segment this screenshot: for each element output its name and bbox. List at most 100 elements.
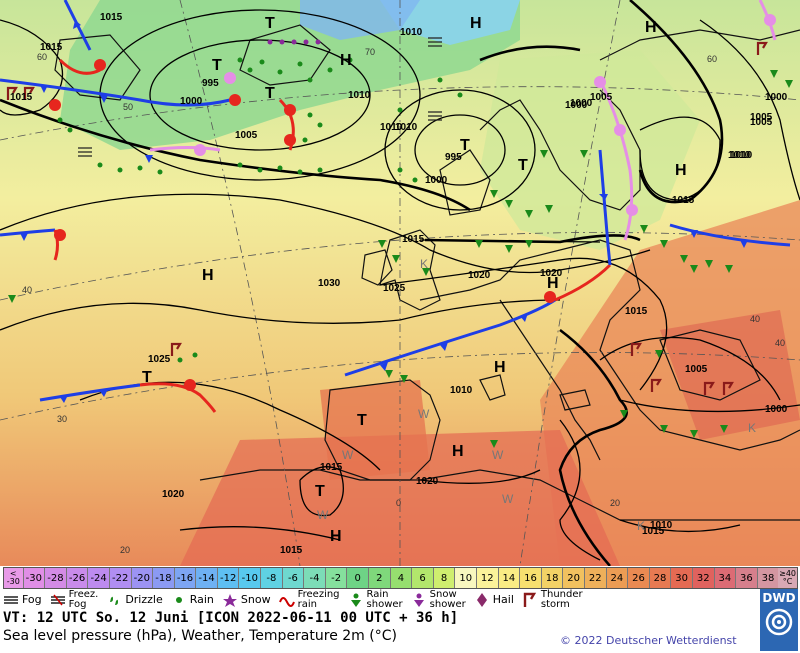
- legend-label: Fog: [22, 593, 42, 606]
- pressure-label: 1005: [235, 130, 258, 141]
- temperature-labels: 40 40 40 30 20 20 0 50 60 70 60: [22, 47, 785, 555]
- scale-cell: -2: [325, 568, 348, 588]
- low-pressure-center: T: [357, 412, 367, 429]
- pressure-label: 1025: [148, 354, 171, 365]
- warm-zone-east: [540, 200, 800, 566]
- region-mark: W: [502, 492, 514, 506]
- scale-cell: 10: [455, 568, 477, 588]
- scale-cell: 0: [347, 568, 370, 588]
- temperature-label: 70: [365, 47, 375, 57]
- weather-legend: Fog Freez. Fog Drizzle Rain Snow Freezing rain R…: [3, 589, 738, 611]
- low-pressure-center: T: [142, 369, 152, 386]
- pressure-label: 1010: [395, 122, 418, 133]
- pressure-label: 1025: [383, 283, 406, 294]
- thunderstorm-symbols: [6, 41, 768, 395]
- legend-item: Freez. Fog: [50, 590, 98, 610]
- pressure-label: 995: [202, 78, 219, 89]
- cold-front-greenland: [63, 0, 92, 51]
- fog-icon: [3, 592, 19, 608]
- low-pressure-center: T: [518, 157, 528, 174]
- temperature-label: 60: [37, 52, 47, 62]
- region-marks: K K K W W W W W: [317, 257, 756, 533]
- cold-front-atlantic: [39, 383, 141, 402]
- region-mark: W: [317, 508, 329, 522]
- legend-item: Rain shower: [348, 590, 403, 610]
- scale-cell: -18: [153, 568, 175, 588]
- temperature-label: 50: [123, 102, 133, 112]
- freezing-fog-icon: [50, 592, 66, 608]
- weather-map: 1015 1015 1015 1010 995 1000 1005 1010 1010 1000 9…: [0, 0, 800, 566]
- scale-cell: 22: [584, 568, 607, 588]
- pressure-label: 1020: [416, 476, 439, 487]
- pressure-label: 1010: [400, 27, 423, 38]
- pressure-label: 1015: [320, 462, 343, 473]
- scale-cell: -30: [23, 568, 46, 588]
- fronts: [0, 0, 791, 413]
- pressure-label: 1030: [318, 278, 341, 289]
- scale-cell: 4: [390, 568, 413, 588]
- legend-item: Hail: [474, 592, 514, 608]
- scale-high-bottom: °C: [782, 577, 793, 586]
- hot-zone-iberia: [320, 380, 430, 480]
- pressure-centers: H H H H H H H H H T T T T T T T T: [142, 15, 687, 545]
- pressure-label: 1010: [650, 520, 673, 531]
- scale-cell: -20: [131, 568, 154, 588]
- high-pressure-center: H: [340, 52, 352, 69]
- scale-cell: -4: [304, 568, 326, 588]
- warm-front-europe: [554, 263, 612, 302]
- snow-shower-icon: [411, 592, 427, 608]
- legend-item: Thunder storm: [522, 590, 583, 610]
- pressure-label: 1000: [425, 175, 448, 186]
- copyright: © 2022 Deutscher Wetterdienst: [560, 634, 737, 647]
- region-mark: W: [492, 448, 504, 462]
- high-pressure-center: H: [202, 267, 214, 284]
- low-pressure-center: T: [315, 483, 325, 500]
- occluded-front-east: [598, 79, 634, 241]
- pressure-label: 1005: [750, 112, 773, 123]
- greenland-cold: [300, 0, 420, 40]
- coastlines: [54, 24, 800, 521]
- scale-cell: 28: [649, 568, 672, 588]
- pressure-label: 1020: [540, 268, 563, 279]
- high-pressure-center: H: [675, 162, 687, 179]
- legend-item: Snow shower: [411, 590, 466, 610]
- pressure-label: 1005: [590, 92, 613, 103]
- pressure-labels: 1015101510151010995100010051010101010009…: [10, 12, 788, 556]
- legend-item: Fog: [3, 592, 42, 608]
- hail-icon: [474, 592, 490, 608]
- pressure-label: 1015: [672, 195, 695, 206]
- scale-cell: -22: [109, 568, 132, 588]
- scale-cell: 34: [714, 568, 737, 588]
- temperature-label: 40: [775, 338, 785, 348]
- pressure-label: 1015: [280, 545, 303, 556]
- scale-cell: 30: [671, 568, 693, 588]
- legend-label: Rain: [189, 593, 214, 606]
- pressure-label: 1015: [625, 306, 648, 317]
- dwd-logo: DWD: [760, 589, 798, 651]
- scale-cell: 2: [369, 568, 391, 588]
- region-mark: K: [748, 421, 756, 435]
- cold-front-europe: [344, 298, 556, 377]
- cold-front-east: [598, 149, 612, 266]
- pressure-label: 1020: [162, 489, 185, 500]
- temperature-label: 40: [22, 285, 32, 295]
- pressure-label: 1015: [402, 234, 425, 245]
- scale-cell: -16: [174, 568, 197, 588]
- rain-symbols: [57, 57, 463, 363]
- low-pressure-center: T: [265, 15, 275, 32]
- scale-cell: 20: [563, 568, 585, 588]
- legend-item: Drizzle: [106, 592, 163, 608]
- drizzle-icon: [106, 592, 122, 608]
- high-pressure-center: H: [645, 19, 657, 36]
- snow-icon: [222, 592, 238, 608]
- scale-cell: -14: [196, 568, 218, 588]
- temperature-label: 0: [396, 498, 401, 508]
- cold-zone-north: [60, 0, 520, 150]
- low-pressure-center: T: [265, 85, 275, 102]
- region-mark: W: [418, 407, 430, 421]
- warm-front-north: [58, 58, 101, 75]
- legend-item: Rain: [171, 592, 214, 608]
- pressure-label: 1000: [765, 404, 788, 415]
- cool-zone-scandinavia: [480, 50, 700, 250]
- rain-shower-icon: [348, 592, 364, 608]
